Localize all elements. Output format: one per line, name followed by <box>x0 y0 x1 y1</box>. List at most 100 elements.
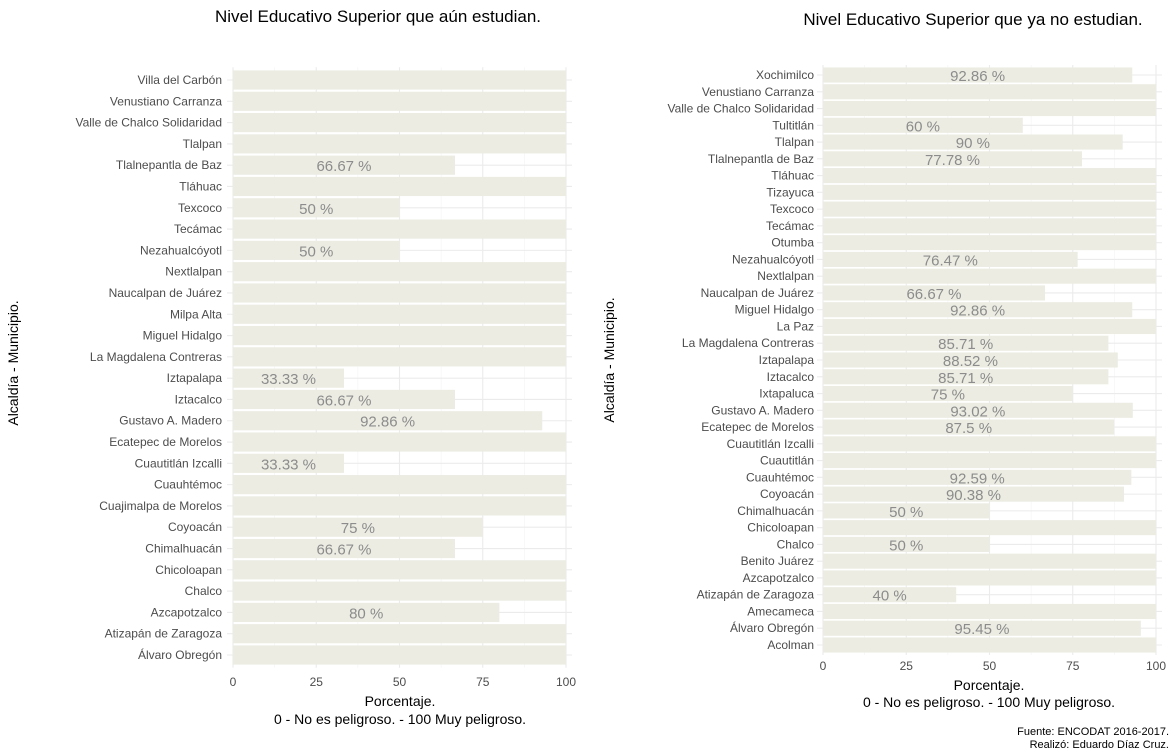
category-label: Venustiano Carranza <box>702 85 814 99</box>
category-label: Azcapotzalco <box>743 571 815 585</box>
category-label: Tultitlán <box>772 118 814 132</box>
bar <box>233 134 566 154</box>
bar <box>823 587 957 603</box>
bar <box>823 385 1073 402</box>
bar <box>233 581 566 601</box>
category-label: Coyoacán <box>760 487 814 501</box>
data-label: 93.02 % <box>950 403 1005 420</box>
category-label: Cuautitlán Izcalli <box>727 437 814 451</box>
category-label: Gustavo A. Madero <box>119 414 222 428</box>
category-label: Cuautitlán <box>760 454 814 468</box>
bar <box>823 536 990 552</box>
x-tick-label: 75 <box>1066 659 1080 673</box>
category-label: Tláhuac <box>179 179 222 193</box>
x-tick-label: 50 <box>393 675 407 689</box>
bar <box>823 201 1156 217</box>
bar <box>233 198 400 218</box>
bar <box>233 283 566 303</box>
data-label: 77.78 % <box>925 152 980 169</box>
category-label: Nezahualcóyotl <box>140 243 222 257</box>
category-label: Venustiano Carranza <box>110 94 222 108</box>
bar <box>233 176 566 197</box>
bar <box>823 184 1156 200</box>
data-label: 92.86 % <box>360 414 415 431</box>
category-label: Ecatepec de Morelos <box>701 420 814 434</box>
category-label: Nextlalpan <box>757 269 814 283</box>
category-label: La Magdalena Contreras <box>90 350 222 364</box>
data-label: 76.47 % <box>923 252 978 269</box>
category-label: Texcoco <box>770 202 814 216</box>
category-label: Iztapalapa <box>167 371 223 385</box>
bar <box>823 302 1133 318</box>
bar <box>233 325 566 346</box>
data-label: 92.59 % <box>950 470 1005 487</box>
bar <box>233 347 566 367</box>
x-tick-label: 100 <box>1146 659 1166 673</box>
category-label: Tecámac <box>174 222 222 236</box>
category-label: Álvaro Obregón <box>730 620 814 635</box>
category-label: Miguel Hidalgo <box>735 303 815 317</box>
bar <box>823 67 1133 83</box>
bar <box>233 538 456 559</box>
category-label: Ecatepec de Morelos <box>109 435 222 449</box>
data-label: 66.67 % <box>316 392 371 409</box>
bar <box>233 624 566 644</box>
bar <box>233 560 566 580</box>
bar <box>823 603 1156 620</box>
bar <box>823 168 1156 184</box>
bar <box>823 335 1109 351</box>
data-label: 95.45 % <box>954 621 1009 638</box>
category-label: Acolman <box>767 638 814 652</box>
bar <box>823 520 1156 536</box>
bar <box>823 620 1141 636</box>
data-label: 85.71 % <box>938 370 993 387</box>
bar <box>823 134 1123 150</box>
data-label: 92.86 % <box>950 303 1005 320</box>
chart-title: Nivel Educativo Superior que ya no estud… <box>803 10 1142 29</box>
bar <box>233 411 543 431</box>
bar <box>823 235 1156 251</box>
category-label: Iztacalco <box>767 370 815 384</box>
category-label: Ixtapaluca <box>759 387 814 401</box>
category-label: Cuajimalpa de Morelos <box>99 499 222 513</box>
caption-source: Fuente: ENCODAT 2016-2017. <box>1017 726 1169 738</box>
chart-panel-left: Nivel Educativo Superior que aún estudia… <box>5 7 576 727</box>
category-label: Álvaro Obregón <box>138 647 222 662</box>
category-label: Valle de Chalco Solidaridad <box>667 102 814 116</box>
x-axis-subtitle: 0 - No es peligroso. - 100 Muy peligroso… <box>274 711 526 727</box>
data-label: 50 % <box>299 243 333 260</box>
data-label: 75 % <box>931 387 965 404</box>
data-label: 50 % <box>889 504 923 521</box>
bar <box>823 369 1109 385</box>
category-label: Milpa Alta <box>170 307 222 321</box>
category-label: Xochimilco <box>756 68 814 82</box>
category-label: Iztacalco <box>175 392 223 406</box>
data-label: 85.71 % <box>938 336 993 353</box>
bar <box>823 84 1156 100</box>
data-label: 33.33 % <box>261 371 316 388</box>
category-label: Cuauhtémoc <box>746 470 814 484</box>
category-label: Atizapán de Zaragoza <box>697 588 815 602</box>
bar <box>233 91 566 111</box>
data-label: 87.5 % <box>945 420 992 437</box>
chart-panel-right: Nivel Educativo Superior que ya no estud… <box>601 10 1166 710</box>
category-label: Gustavo A. Madero <box>711 403 814 417</box>
category-label: Chimalhuacán <box>737 504 814 518</box>
x-axis-subtitle: 0 - No es peligroso. - 100 Muy peligroso… <box>863 694 1115 710</box>
data-label: 66.67 % <box>906 286 961 303</box>
bar <box>233 602 500 622</box>
bar <box>233 496 566 516</box>
category-label: Chalco <box>185 584 223 598</box>
data-label: 66.67 % <box>316 542 371 559</box>
bar <box>233 368 344 388</box>
category-label: Chimalhuacán <box>145 542 222 556</box>
x-tick-label: 25 <box>900 659 914 673</box>
bar <box>233 645 566 665</box>
bar <box>233 389 456 410</box>
y-axis-title: Alcaldía - Municipio. <box>5 300 21 425</box>
bar <box>823 100 1156 117</box>
category-label: Tecámac <box>766 219 814 233</box>
category-label: Tlalnepantla de Baz <box>708 152 814 166</box>
bar <box>823 268 1156 284</box>
bar <box>233 70 566 90</box>
